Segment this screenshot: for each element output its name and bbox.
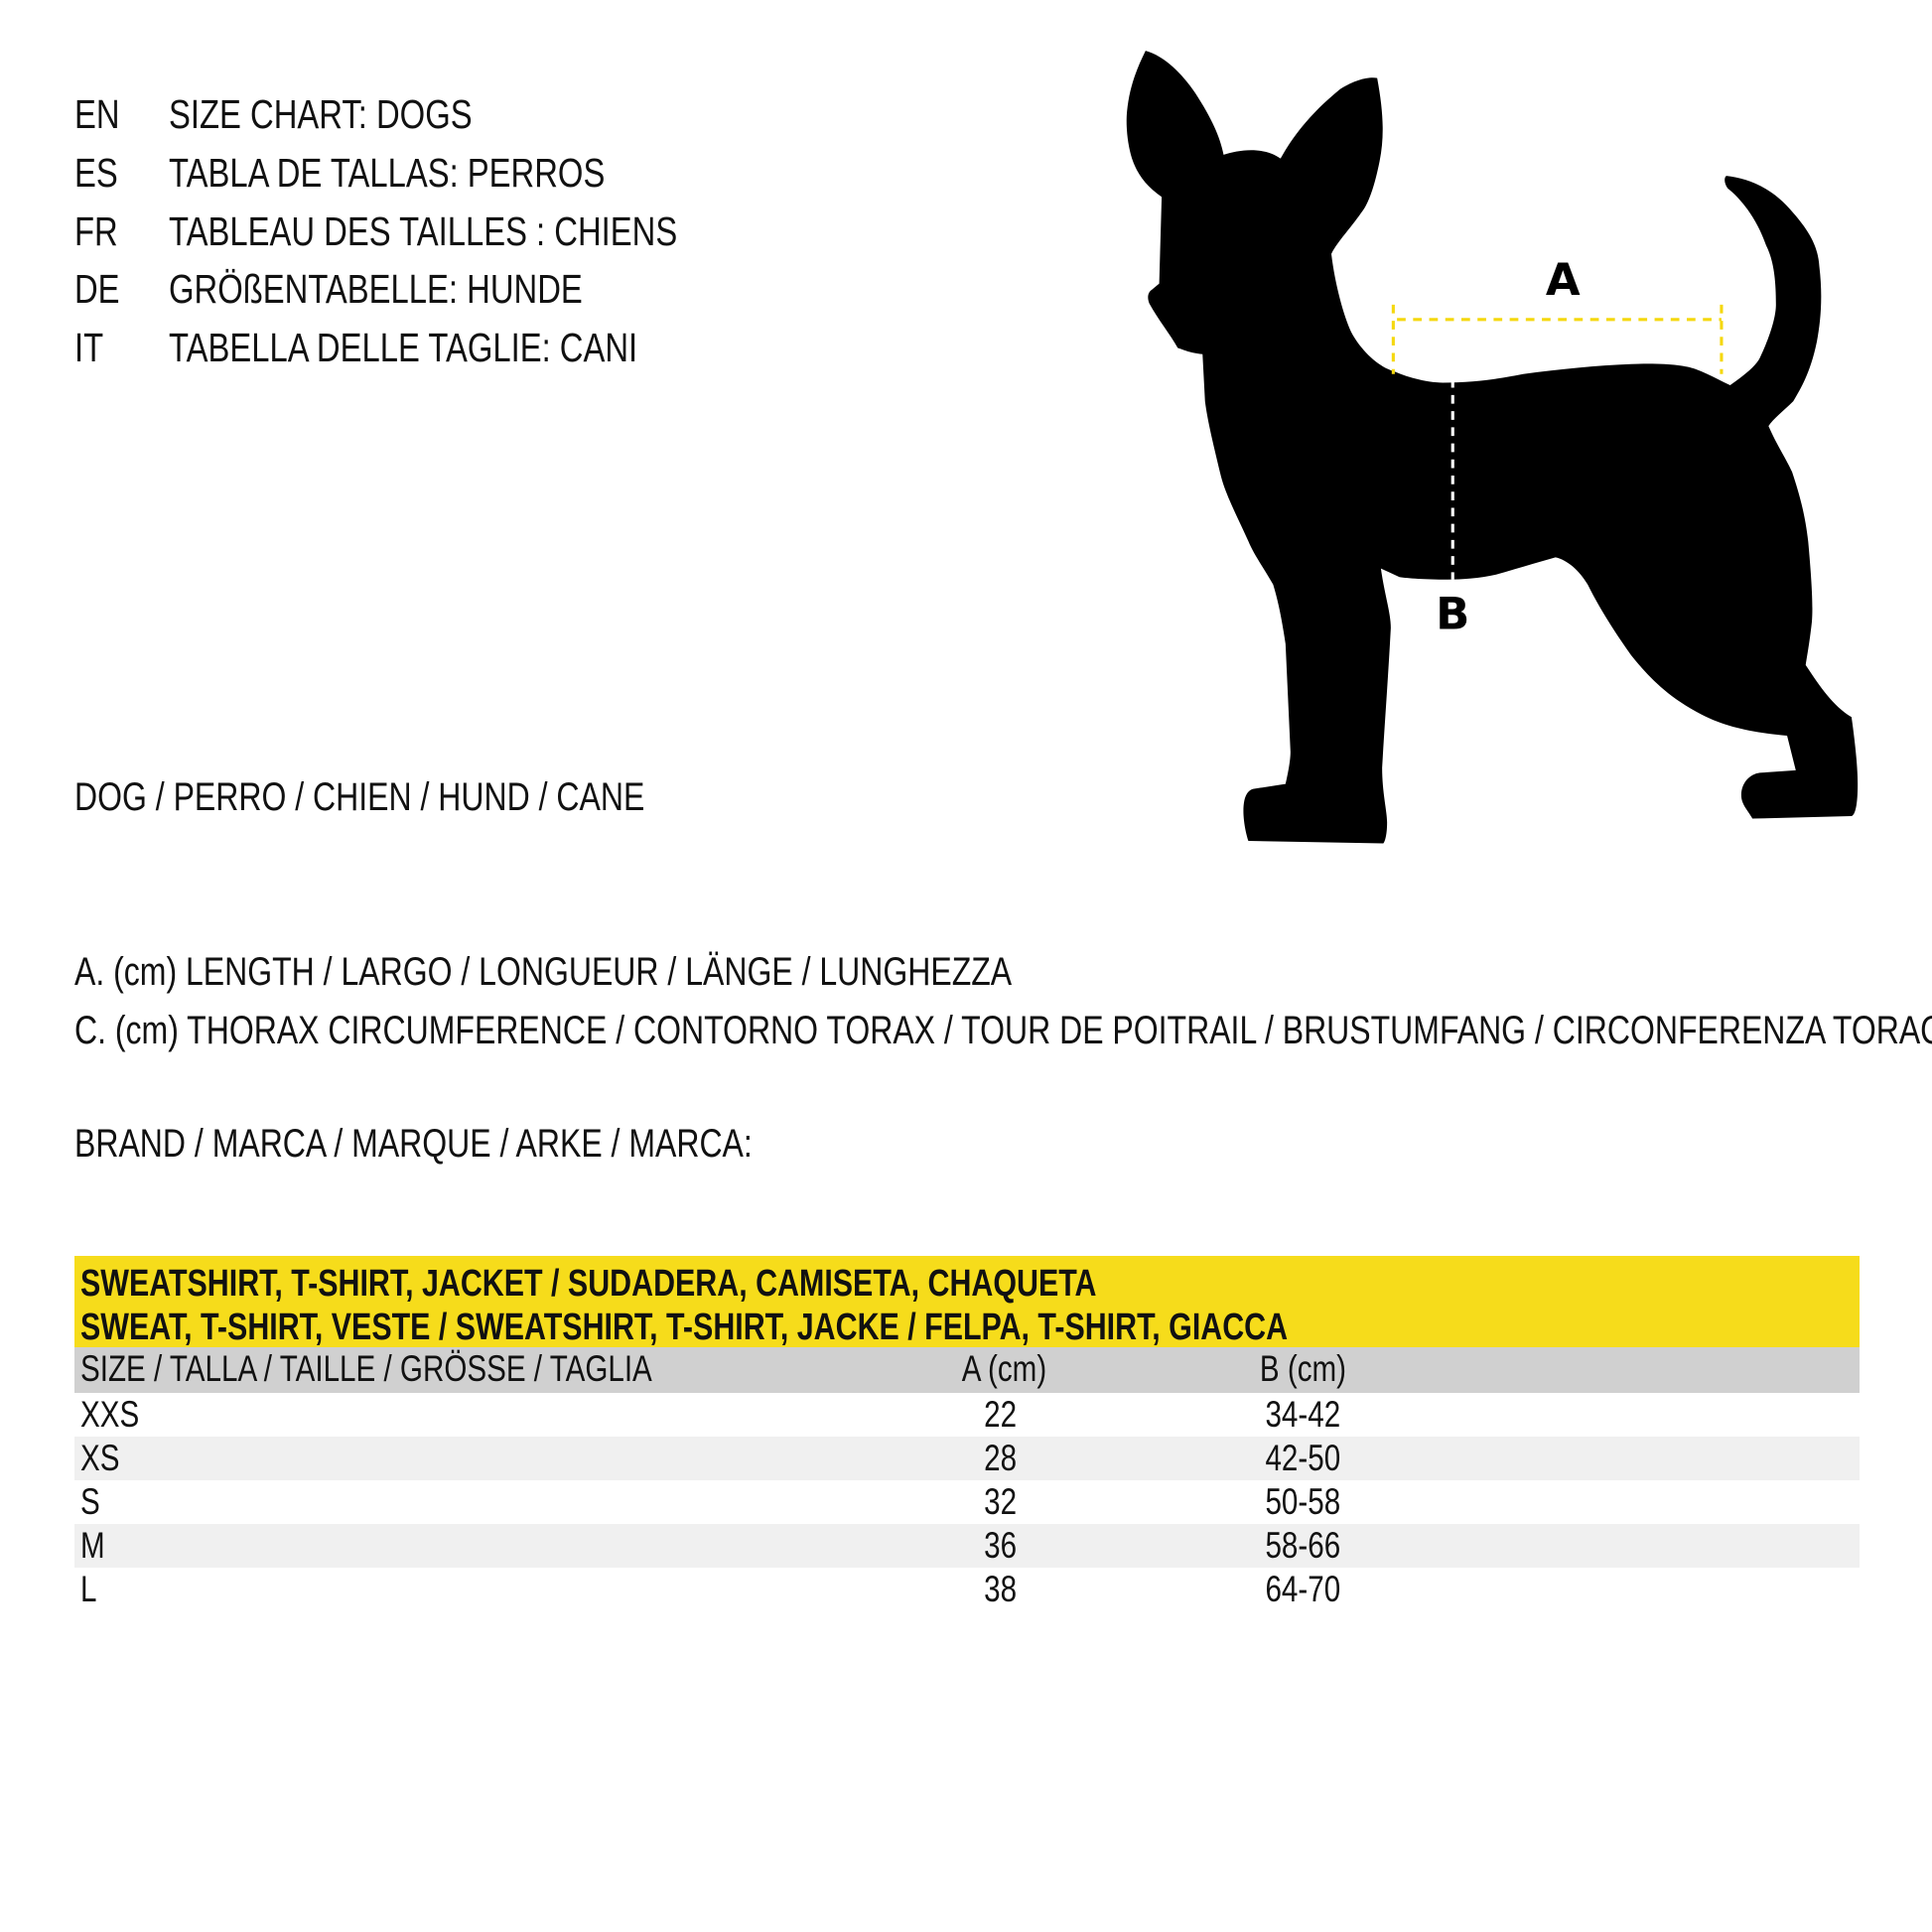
cell-b: 50-58 [1243,1480,1362,1524]
label-a: A [1546,253,1581,306]
column-b-text: B (cm) [1259,1348,1346,1389]
title-de: DE GRÖßENTABELLE: HUNDE [74,260,869,318]
cell-b: 64-70 [1243,1568,1362,1611]
cell-size: M [80,1525,105,1566]
column-a-text: A (cm) [961,1348,1047,1389]
brand-line-text: BRAND / MARCA / MARQUE / ARKE / MARCA: [74,1122,753,1166]
column-a: A (cm) [951,1347,1050,1391]
table-row: L 38 64-70 [74,1568,1860,1611]
cell-b: 58-66 [1243,1524,1362,1568]
title-text: TABLEAU DES TAILLES : CHIENS [169,208,678,254]
cell-a: 32 [951,1480,1050,1524]
cell-size: L [80,1569,97,1609]
title-fr: FR TABLEAU DES TAILLES : CHIENS [74,203,869,260]
measure-a: A. (cm) LENGTH / LARGO / LONGUEUR / LÄNG… [74,947,1246,997]
size-table: SWEATSHIRT, T-SHIRT, JACKET / SUDADERA, … [74,1256,1860,1611]
cell-b-text: 64-70 [1265,1569,1340,1609]
brand-line: BRAND / MARCA / MARQUE / ARKE / MARCA: [74,1119,921,1169]
title-en: EN SIZE CHART: DOGS [74,85,869,143]
label-b: B [1436,588,1469,640]
title-text: GRÖßENTABELLE: HUNDE [169,266,583,312]
cell-b: 42-50 [1243,1437,1362,1480]
table-row: XXS 22 34-42 [74,1393,1860,1437]
measure-c-text: C. (cm) THORAX CIRCUMFERENCE / CONTORNO … [74,1009,1932,1052]
lang-code: ES [74,150,118,196]
cell-b: 34-42 [1243,1393,1362,1437]
title-it: IT TABELLA DELLE TAGLIE: CANI [74,319,869,376]
cell-a: 22 [951,1393,1050,1437]
table-title: SWEATSHIRT, T-SHIRT, JACKET / SUDADERA, … [74,1256,1860,1348]
cell-size: S [80,1481,100,1522]
lang-code: DE [74,266,120,312]
table-row: S 32 50-58 [74,1480,1860,1524]
animal-line: DOG / PERRO / CHIEN / HUND / CANE [74,772,787,822]
cell-b-text: 50-58 [1265,1481,1340,1522]
cell-a-text: 32 [984,1481,1018,1522]
measure-a-line [1391,304,1724,374]
cell-size: XXS [80,1394,140,1435]
dog-silhouette-icon [1126,51,1859,844]
measure-a-text: A. (cm) LENGTH / LARGO / LONGUEUR / LÄNG… [74,950,1013,994]
lang-code: EN [74,91,120,137]
lang-code: FR [74,208,118,254]
lang-code: IT [74,325,104,370]
cell-a-text: 38 [984,1569,1018,1609]
title-text: SIZE CHART: DOGS [169,91,473,137]
cell-b-text: 42-50 [1265,1438,1340,1478]
table-title-line2: SWEAT, T-SHIRT, VESTE / SWEATSHIRT, T-SH… [80,1307,1289,1348]
title-es: ES TABLA DE TALLAS: PERROS [74,144,869,202]
column-b: B (cm) [1243,1347,1362,1391]
measure-c: C. (cm) THORAX CIRCUMFERENCE / CONTORNO … [74,1006,1932,1055]
cell-a-text: 28 [984,1438,1018,1478]
title-text: TABLA DE TALLAS: PERROS [169,150,606,196]
table-row: M 36 58-66 [74,1524,1860,1568]
animal-line-text: DOG / PERRO / CHIEN / HUND / CANE [74,775,645,819]
title-text: TABELLA DELLE TAGLIE: CANI [169,325,638,370]
table-header-row: SIZE / TALLA / TAILLE / GRÖSSE / TAGLIA … [74,1347,1860,1393]
cell-a-text: 36 [984,1525,1018,1566]
cell-a: 38 [951,1568,1050,1611]
cell-a: 28 [951,1437,1050,1480]
cell-a-text: 22 [984,1394,1018,1435]
column-size: SIZE / TALLA / TAILLE / GRÖSSE / TAGLIA [80,1348,652,1389]
table-title-line1: SWEATSHIRT, T-SHIRT, JACKET / SUDADERA, … [80,1263,1097,1305]
cell-b-text: 34-42 [1265,1394,1340,1435]
cell-size: XS [80,1438,120,1478]
cell-b-text: 58-66 [1265,1525,1340,1566]
cell-a: 36 [951,1524,1050,1568]
table-row: XS 28 42-50 [74,1437,1860,1480]
